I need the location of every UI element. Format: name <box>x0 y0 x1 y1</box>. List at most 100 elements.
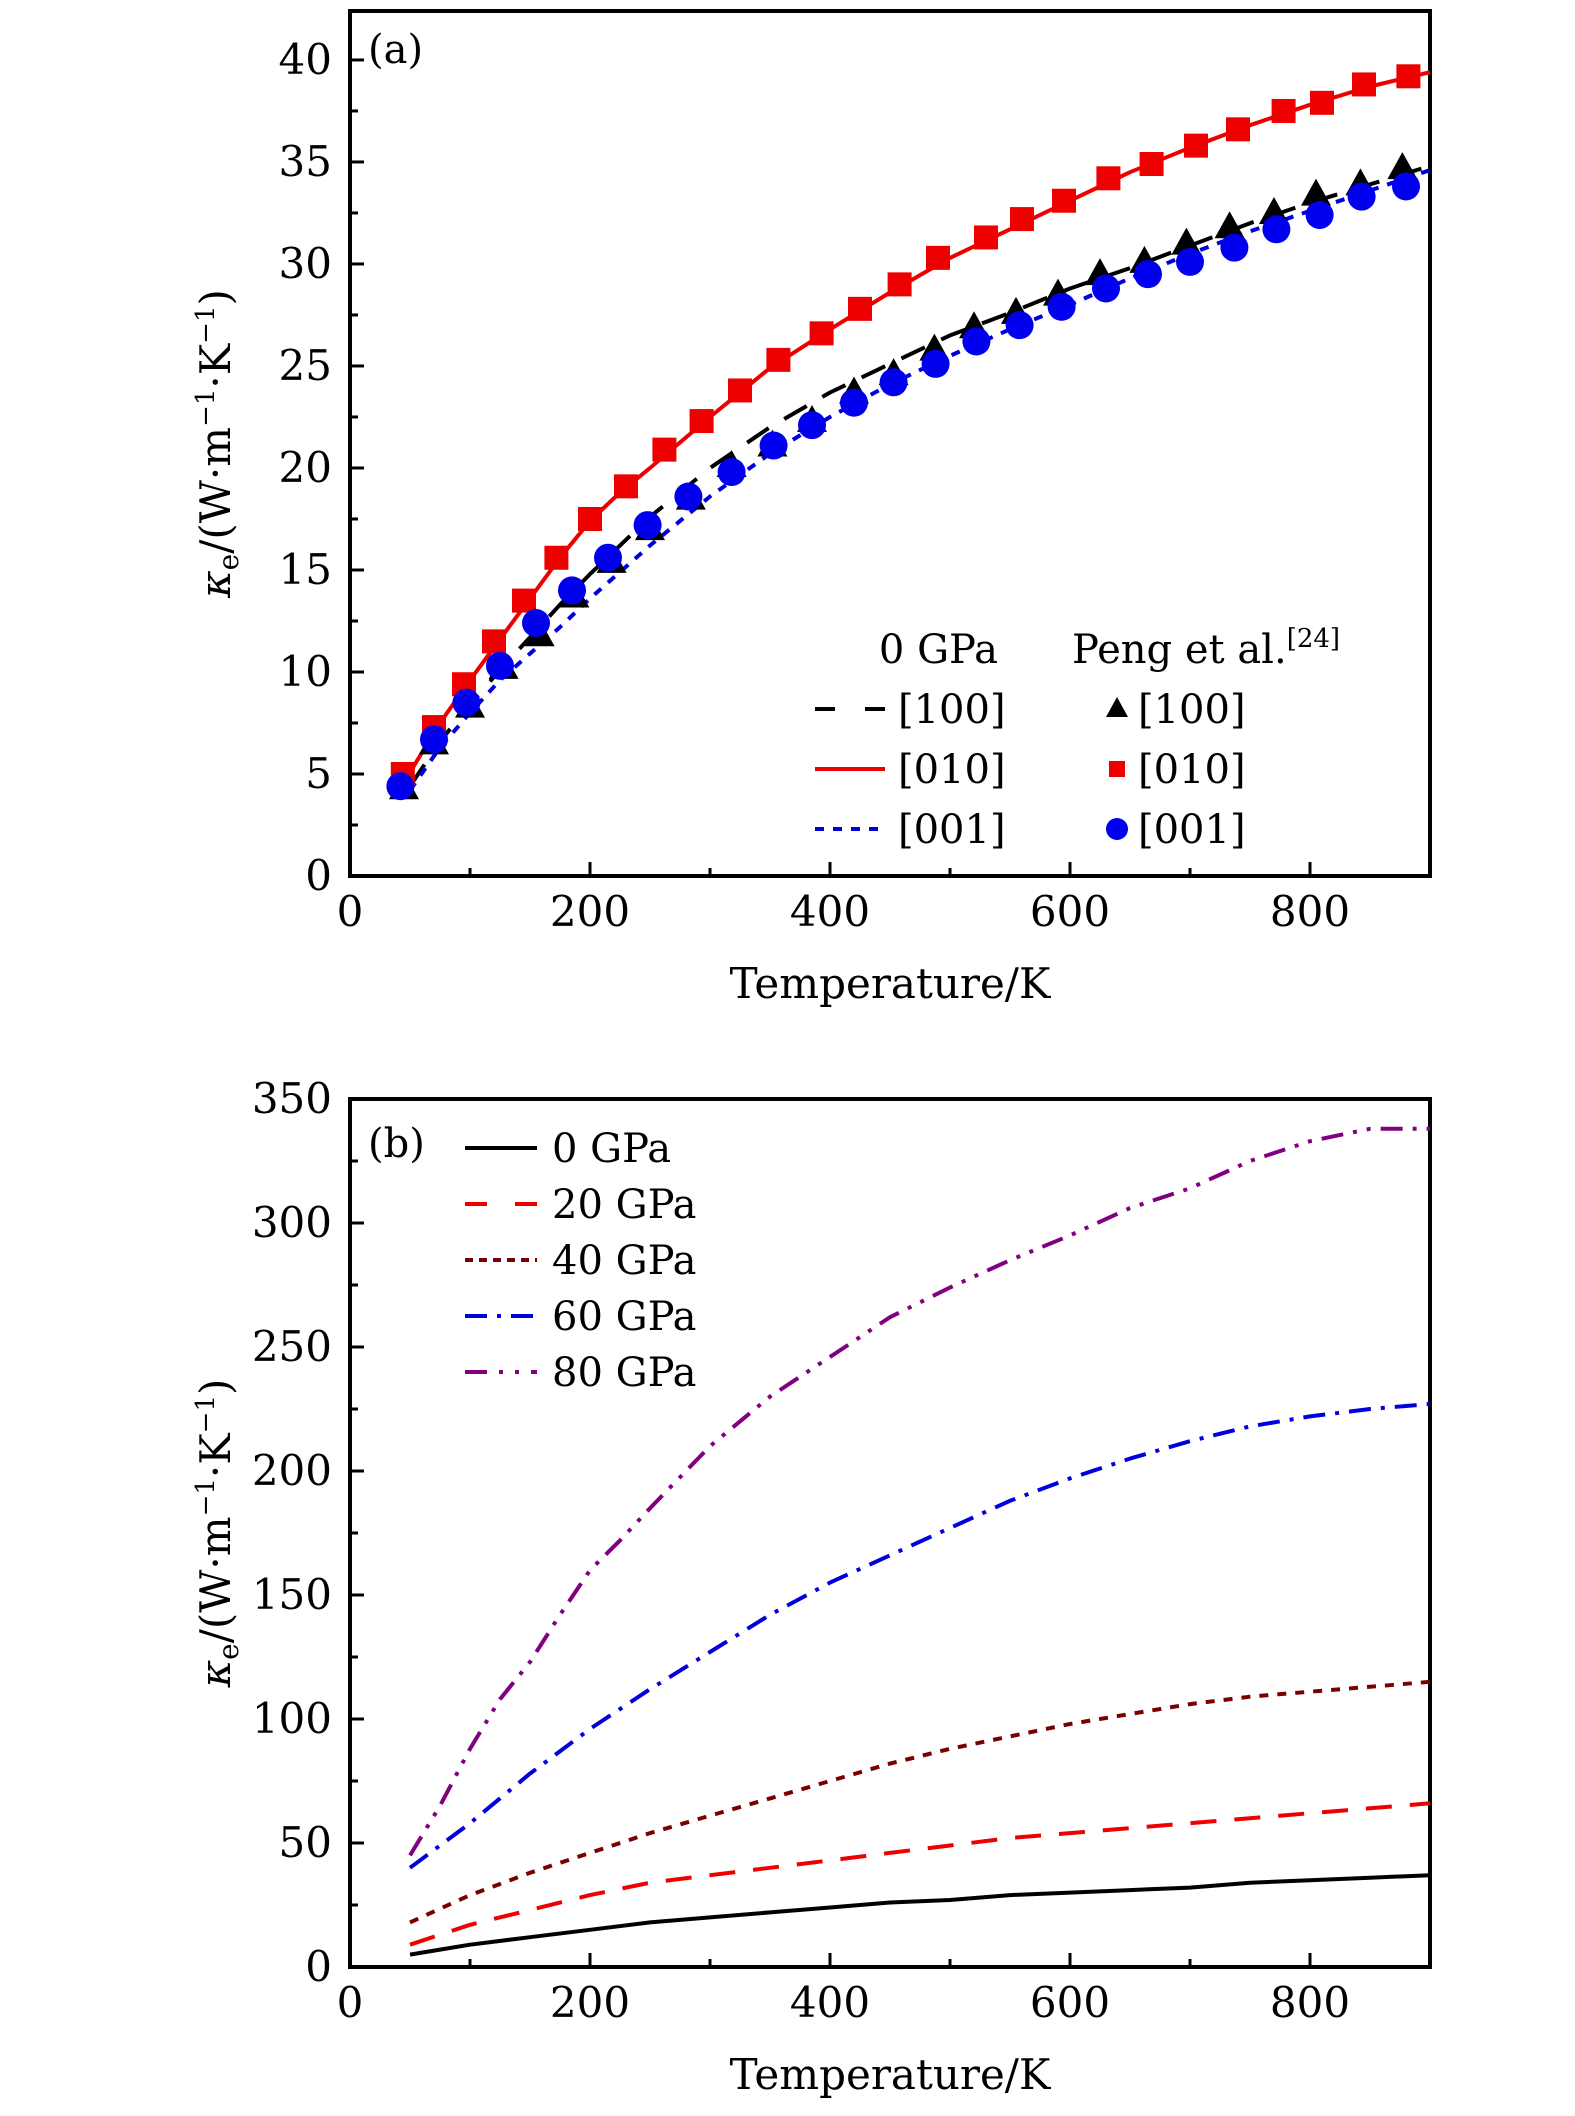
data-point-circle <box>717 458 746 487</box>
data-point-circle <box>759 431 788 460</box>
series-line <box>409 1801 1431 1947</box>
data-point-square <box>1352 72 1376 97</box>
data-point-triangle <box>1387 152 1418 180</box>
y-tick-label: 150 <box>252 1570 332 1619</box>
data-point-circle <box>486 651 514 680</box>
x-tick-label: 400 <box>790 1978 870 2027</box>
data-point-square <box>1226 117 1250 142</box>
legend-title-reference: Peng et al.[24] <box>1072 624 1340 673</box>
panel-a: 0 200 400 600 800 0 5 10 15 20 25 30 35 40 Temperature… <box>191 9 1432 1008</box>
x-tick-label: 0 <box>337 887 364 936</box>
legend-label: [001] <box>1138 807 1246 853</box>
series-line <box>402 70 1431 784</box>
y-tick-label: 40 <box>279 35 332 84</box>
y-tick-label: 300 <box>252 1198 332 1247</box>
data-point-circle <box>594 543 622 572</box>
data-point-square <box>766 347 791 372</box>
data-point-circle <box>1134 260 1162 289</box>
x-tick-label: 800 <box>1270 887 1350 936</box>
x-tick-label: 0 <box>337 1978 364 2027</box>
data-point-square <box>848 296 872 321</box>
y-tick-label: 200 <box>252 1446 332 1495</box>
data-point-circle <box>1092 274 1120 303</box>
legend-label: 0 GPa <box>552 1126 671 1172</box>
series-line <box>409 1873 1431 1957</box>
data-point-circle <box>1305 201 1334 230</box>
data-point-circle <box>1220 233 1249 262</box>
data-point-square <box>1310 90 1334 115</box>
data-point-circle <box>1392 172 1420 201</box>
data-point-square <box>652 437 677 462</box>
data-point-square <box>614 474 638 499</box>
y-tick-label: 5 <box>305 749 332 798</box>
y-axis-title-part: κ <box>191 570 240 599</box>
data-point-circle <box>798 411 826 440</box>
series-line <box>409 1679 1431 1925</box>
legend-title-model: 0 GPa <box>879 627 998 673</box>
data-point-square <box>482 629 506 654</box>
y-axis-title-part: κ <box>191 1660 240 1689</box>
y-tick-label: 50 <box>279 1818 332 1867</box>
legend-title-text: Peng et al. <box>1072 627 1287 673</box>
legend-label: [100] <box>1138 687 1246 733</box>
y-tick-label: 20 <box>279 443 332 492</box>
y-axis-title-part: −1 <box>191 305 221 343</box>
y-tick-label: 35 <box>279 137 332 186</box>
data-point-square <box>887 272 912 297</box>
data-point-square <box>1052 188 1076 213</box>
y-axis-title-part: e <box>212 554 245 571</box>
data-point-circle <box>1347 182 1376 211</box>
series-line <box>408 1126 1430 1857</box>
data-point-circle <box>840 388 868 417</box>
x-tick-label: 200 <box>550 887 630 936</box>
data-point-circle <box>386 772 415 801</box>
y-tick-label: 10 <box>279 647 332 696</box>
y-axis-title-part: −1 <box>191 389 221 427</box>
data-point-circle <box>674 482 703 511</box>
legend-label: 60 GPa <box>552 1294 697 1340</box>
data-point-circle <box>1005 311 1034 340</box>
y-tick-label: 100 <box>252 1694 332 1743</box>
legend-marker-triangle <box>1106 697 1128 717</box>
legend-label: 20 GPa <box>552 1182 697 1228</box>
data-point-triangle <box>1171 227 1202 255</box>
data-point-circle <box>879 368 908 397</box>
y-tick-label: 30 <box>279 239 332 288</box>
data-point-square <box>1184 133 1208 158</box>
legend-marker-square <box>1109 761 1125 777</box>
x-tick-label: 600 <box>1030 887 1110 936</box>
legend-label: 80 GPa <box>552 1350 697 1396</box>
y-axis-title-part: −1 <box>191 1478 221 1516</box>
data-point-circle <box>921 349 950 378</box>
data-point-square <box>1139 152 1164 177</box>
y-axis-title-part: −1 <box>191 1395 221 1433</box>
data-point-square <box>578 506 602 531</box>
y-tick-label: 250 <box>252 1322 332 1371</box>
legend-marker-circle <box>1106 818 1128 840</box>
data-point-square <box>1010 207 1034 232</box>
data-point-circle <box>1047 292 1076 321</box>
data-point-square <box>809 321 834 346</box>
y-axis-title-part: ) <box>191 1379 240 1395</box>
data-point-square <box>1271 98 1296 123</box>
x-tick-label: 800 <box>1270 1978 1350 2027</box>
data-point-circle <box>1262 215 1291 244</box>
y-tick-label: 350 <box>252 1074 332 1123</box>
x-axis-title: Temperature/K <box>730 2050 1052 2099</box>
data-point-square <box>512 588 536 613</box>
y-axis-title-part: ) <box>191 289 240 305</box>
legend-title-citation: [24] <box>1287 624 1340 654</box>
y-axis-title-part: ·K <box>191 1432 240 1478</box>
data-point-circle <box>962 327 991 356</box>
data-point-square <box>974 225 998 250</box>
data-point-triangle <box>1301 178 1331 206</box>
data-point-square <box>1396 64 1421 89</box>
panel-a-frame <box>348 9 1432 878</box>
y-tick-label: 0 <box>305 851 332 900</box>
legend-label: [100] <box>898 687 1006 733</box>
data-point-circle <box>452 688 481 717</box>
legend-label: [010] <box>898 747 1006 793</box>
x-tick-label: 400 <box>790 887 870 936</box>
panel-b: 0 200 400 600 800 0 50 100 150 200 250 300 350 Temper… <box>191 1074 1432 2099</box>
